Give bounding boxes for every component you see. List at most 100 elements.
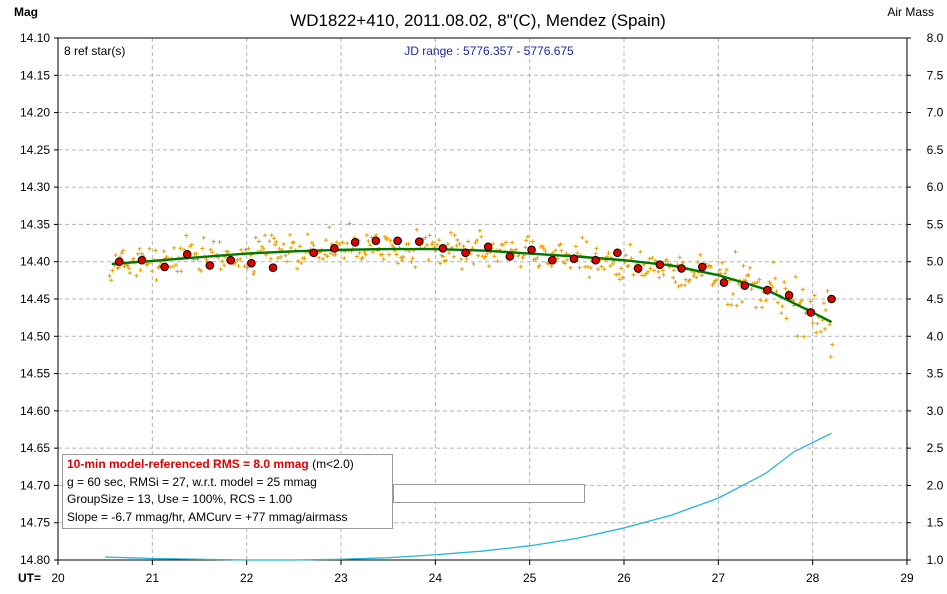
raw-point <box>626 263 631 268</box>
left-tick-label: 14.60 <box>20 404 50 418</box>
raw-point <box>409 259 414 264</box>
raw-point <box>427 233 432 238</box>
raw-point <box>793 274 798 279</box>
x-tick-label: 28 <box>806 571 820 585</box>
raw-point <box>699 273 704 278</box>
raw-point <box>596 267 601 272</box>
raw-point <box>461 244 466 249</box>
raw-point <box>516 253 521 258</box>
raw-point <box>459 267 464 272</box>
group-mean-point <box>226 255 235 265</box>
raw-point <box>134 273 139 278</box>
raw-point <box>208 247 213 252</box>
raw-point <box>323 252 328 257</box>
raw-point <box>656 269 661 274</box>
raw-point <box>779 311 784 316</box>
raw-point <box>448 230 453 235</box>
raw-point <box>204 257 209 262</box>
raw-point <box>154 277 159 282</box>
raw-point <box>671 275 676 280</box>
raw-point <box>812 293 817 298</box>
raw-point <box>271 236 276 241</box>
group-mean-point <box>205 261 215 270</box>
raw-point <box>390 243 395 248</box>
raw-point <box>424 242 429 247</box>
raw-point <box>563 261 568 266</box>
group-mean-point <box>633 264 643 273</box>
model-series <box>111 247 833 324</box>
raw-point <box>541 246 546 251</box>
raw-point <box>340 240 345 245</box>
x-tick-label: 29 <box>900 571 914 585</box>
raw-point <box>540 244 545 249</box>
left-tick-label: 14.20 <box>20 106 50 120</box>
raw-point <box>395 261 400 266</box>
raw-point <box>374 232 379 237</box>
raw-point <box>508 247 513 252</box>
raw-point <box>800 287 805 292</box>
raw-point <box>127 270 132 275</box>
raw-point <box>475 238 480 243</box>
raw-point <box>235 257 240 262</box>
raw-point <box>782 280 787 285</box>
raw-point <box>714 278 719 283</box>
raw-point <box>650 255 655 260</box>
raw-point <box>608 263 613 268</box>
raw-point <box>253 235 258 240</box>
raw-point <box>653 258 658 263</box>
raw-point <box>568 265 573 270</box>
raw-point <box>629 256 634 261</box>
raw-point <box>729 303 734 308</box>
stats-line-2: g = 60 sec, RMSi = 27, w.r.t. model = 25… <box>67 474 317 489</box>
raw-point <box>602 267 607 272</box>
raw-point <box>784 316 789 321</box>
raw-point <box>354 254 359 259</box>
raw-point <box>692 270 697 275</box>
raw-point <box>479 234 484 239</box>
raw-point <box>510 240 515 245</box>
raw-point <box>755 280 760 285</box>
raw-point <box>429 242 434 247</box>
group-mean-point <box>137 255 147 265</box>
raw-point <box>252 269 257 274</box>
raw-point <box>437 238 442 243</box>
raw-point <box>711 281 716 286</box>
raw-point <box>388 238 393 243</box>
group-mean-point <box>483 242 493 252</box>
raw-point <box>285 259 290 264</box>
raw-point <box>438 261 443 266</box>
raw-point <box>381 257 386 262</box>
raw-point <box>175 269 180 274</box>
raw-point <box>210 250 215 255</box>
raw-point <box>628 242 633 247</box>
raw-point <box>523 245 528 250</box>
raw-point <box>818 329 823 334</box>
right-axis-label: Air Mass <box>887 5 934 19</box>
raw-point <box>770 285 775 290</box>
raw-point <box>753 305 758 310</box>
raw-point <box>184 233 189 238</box>
raw-point <box>802 334 807 339</box>
raw-point <box>226 249 231 254</box>
raw-point <box>731 291 736 296</box>
raw-point <box>618 277 623 282</box>
raw-point <box>799 298 804 303</box>
group-mean-point <box>461 248 470 258</box>
raw-point <box>694 275 699 280</box>
stats-line-4: Slope = -6.7 mmag/hr, AMCurv = +77 mmag/… <box>67 509 348 524</box>
raw-point <box>309 240 314 245</box>
group-mean-point <box>371 236 381 246</box>
raw-point <box>400 258 405 263</box>
group-mean-point <box>268 263 278 272</box>
raw-point <box>733 249 738 254</box>
raw-point <box>617 272 622 277</box>
raw-point <box>179 269 184 274</box>
raw-point <box>457 241 462 246</box>
group-mean-point <box>160 262 169 272</box>
raw-point <box>298 244 303 249</box>
right-tick-label: 7.5 <box>927 68 944 82</box>
raw-point <box>131 256 136 261</box>
raw-point <box>329 251 334 256</box>
raw-point <box>406 241 411 246</box>
raw-point <box>491 241 496 246</box>
